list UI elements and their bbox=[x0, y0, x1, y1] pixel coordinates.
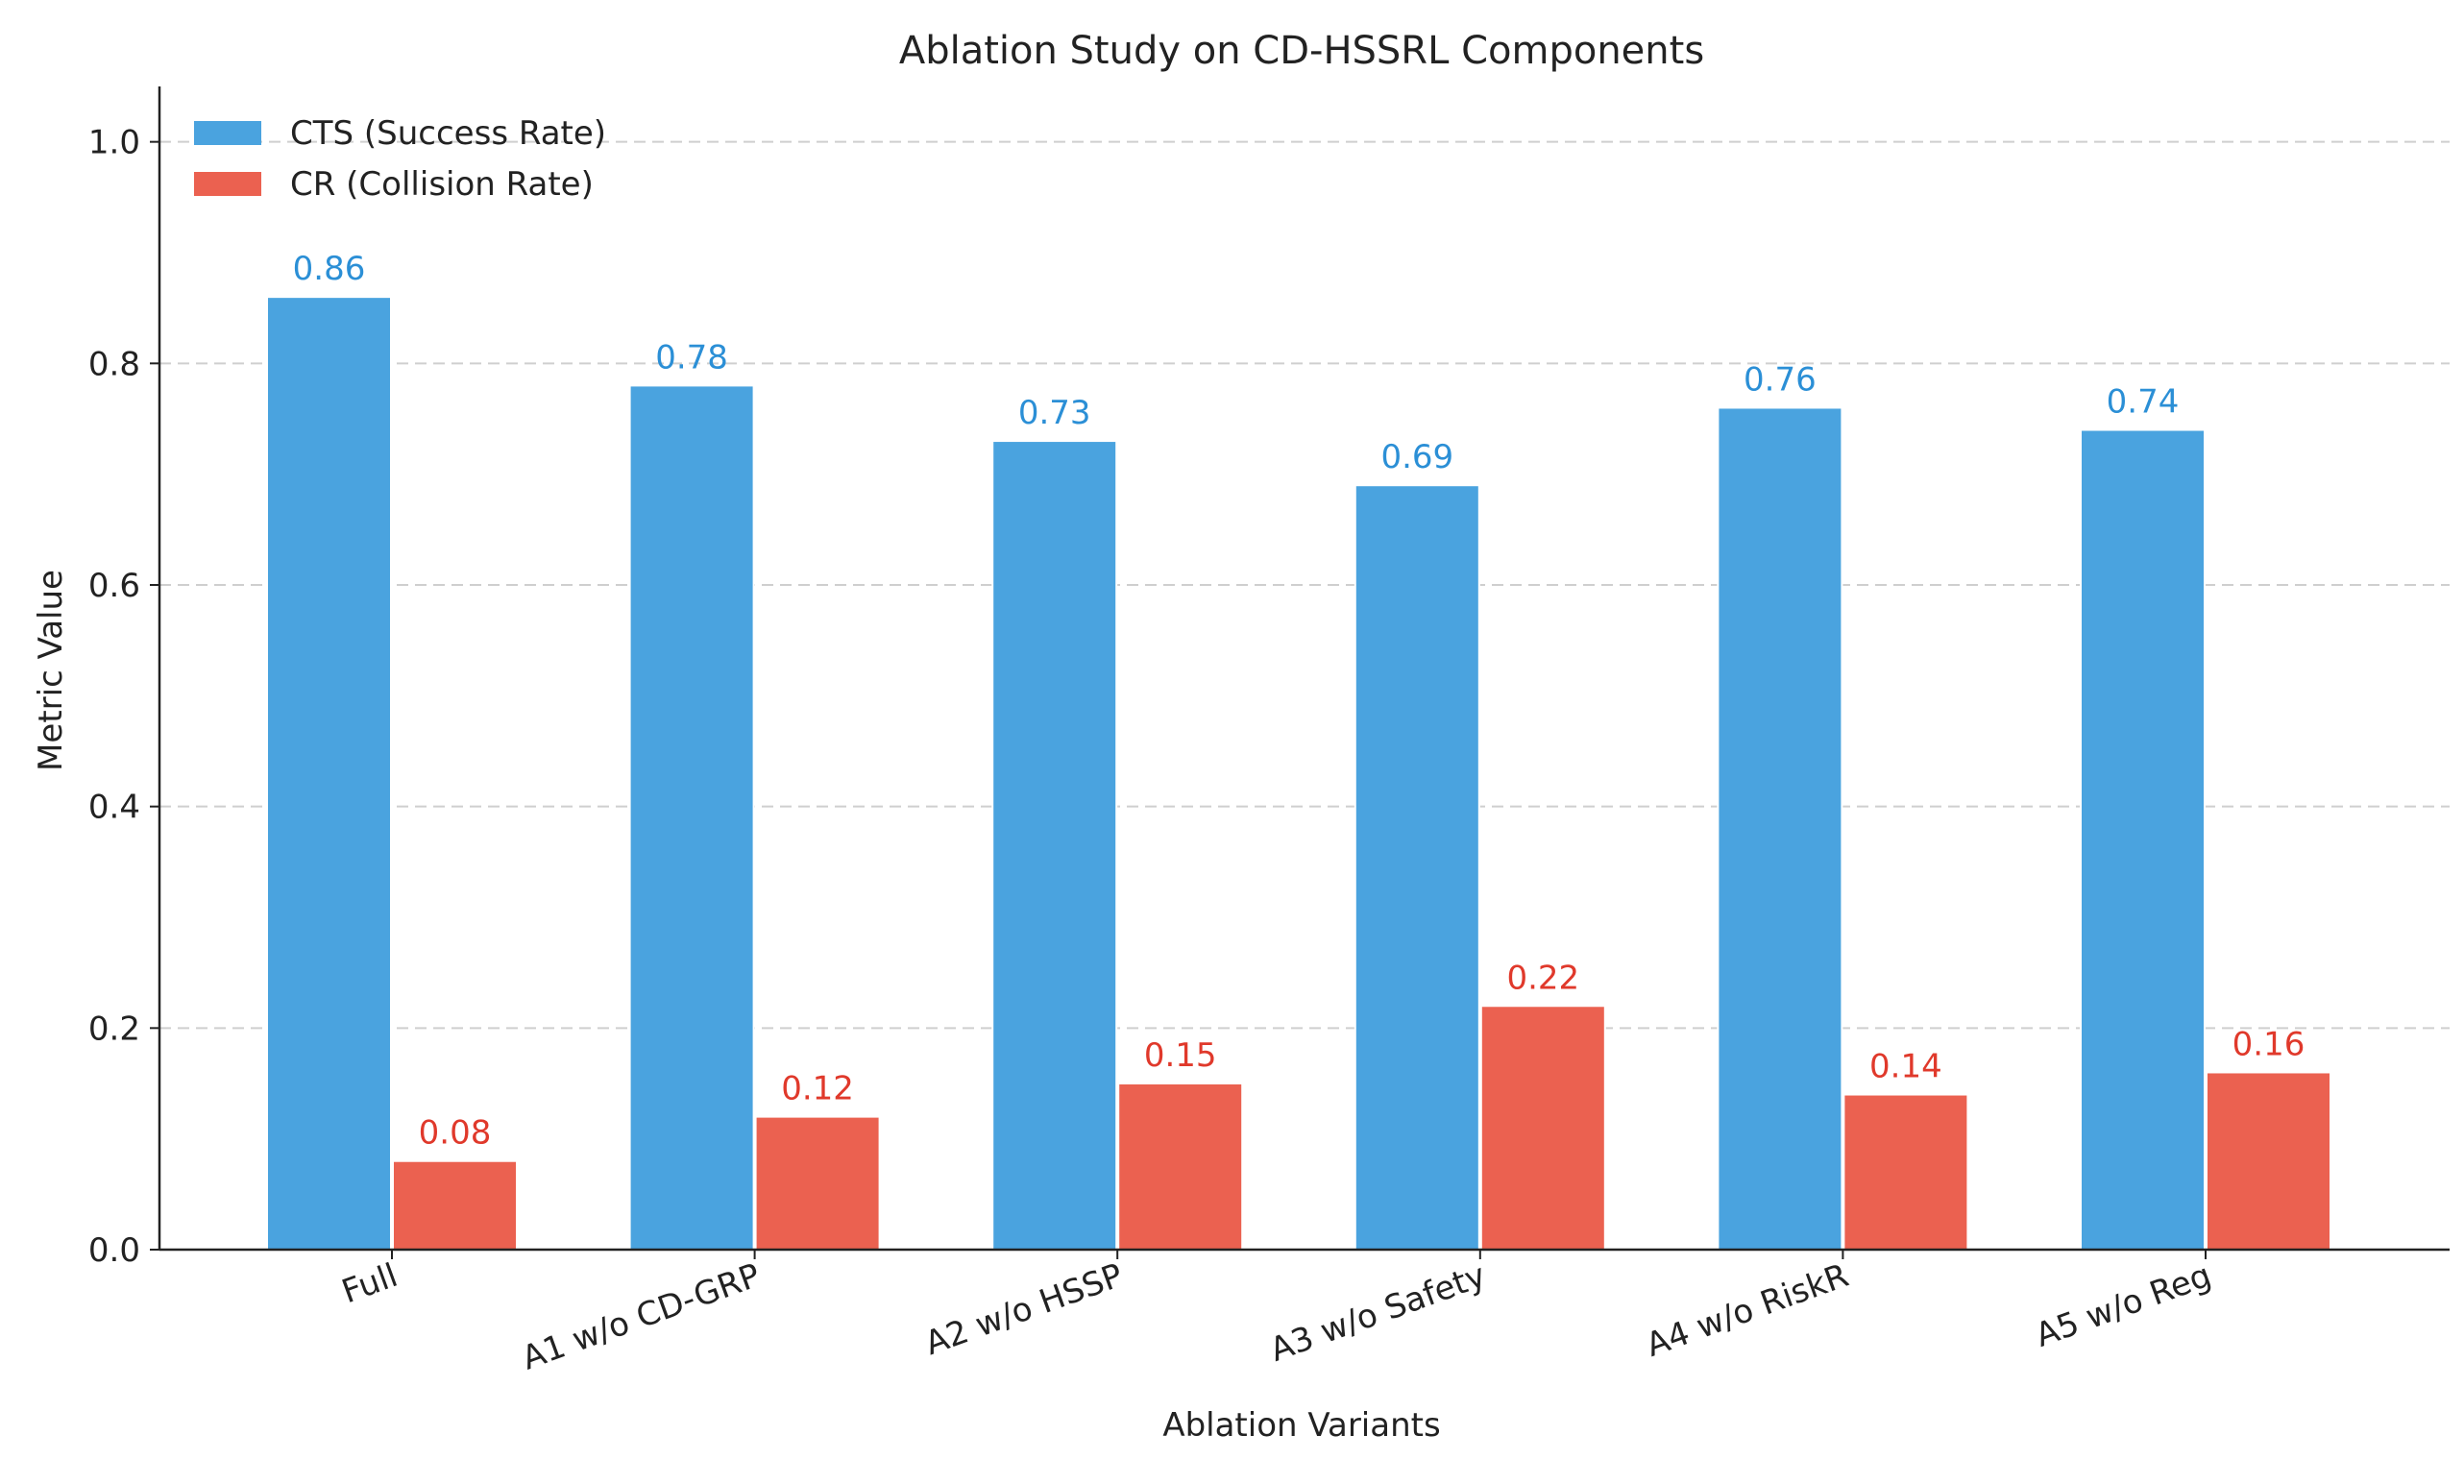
legend-label: CTS (Success Rate) bbox=[290, 114, 606, 153]
chart-title: Ablation Study on CD-HSSRL Components bbox=[899, 29, 1704, 73]
bar-cts bbox=[1354, 484, 1480, 1251]
legend-swatch bbox=[194, 121, 261, 145]
x-axis-title: Ablation Variants bbox=[1162, 1406, 1440, 1445]
bar-cr bbox=[1117, 1083, 1244, 1251]
y-tick-label: 0.8 bbox=[88, 345, 140, 383]
bar-cr bbox=[392, 1159, 518, 1251]
y-tick-label: 0.6 bbox=[88, 567, 140, 605]
y-tick-label: 0.4 bbox=[88, 789, 140, 827]
legend-label: CR (Collision Rate) bbox=[290, 165, 594, 204]
bar-cr bbox=[2206, 1071, 2331, 1252]
data-label-cr: 0.16 bbox=[2232, 1025, 2305, 1063]
data-label-cr: 0.08 bbox=[419, 1114, 492, 1153]
data-label-cts: 0.74 bbox=[2107, 383, 2180, 422]
data-label-cr: 0.14 bbox=[1869, 1048, 1942, 1086]
x-tick-label: Full bbox=[337, 1256, 403, 1311]
bar-cts bbox=[991, 440, 1118, 1252]
data-label-cts: 0.76 bbox=[1744, 360, 1817, 399]
bars bbox=[266, 296, 2331, 1252]
bar-cr bbox=[1479, 1005, 1606, 1252]
x-tick-label: A1 w/o CD-GRP bbox=[517, 1256, 765, 1378]
y-tick-label: 0.2 bbox=[88, 1010, 140, 1048]
data-label-cts: 0.69 bbox=[1380, 438, 1453, 476]
y-tick-label: 0.0 bbox=[88, 1231, 140, 1270]
bar-cts bbox=[628, 384, 755, 1251]
data-label-cr: 0.12 bbox=[781, 1070, 854, 1108]
bar-cts bbox=[266, 296, 392, 1251]
bar-cts bbox=[2080, 428, 2206, 1251]
data-label-cts: 0.73 bbox=[1018, 394, 1091, 432]
data-label-cr: 0.15 bbox=[1144, 1036, 1217, 1075]
bar-cr bbox=[1842, 1093, 1969, 1251]
legend: CTS (Success Rate) CR (Collision Rate) bbox=[194, 114, 606, 204]
y-axis-title: Metric Value bbox=[32, 570, 70, 771]
y-tick-label: 1.0 bbox=[88, 124, 140, 162]
x-tick-label: A2 w/o HSSP bbox=[920, 1256, 1128, 1363]
x-tick-label: A3 w/o Safety bbox=[1265, 1256, 1491, 1370]
bar-cr bbox=[754, 1115, 881, 1251]
data-label-cts: 0.78 bbox=[655, 338, 728, 377]
legend-swatch bbox=[194, 172, 261, 196]
data-labels: 0.86 0.08 0.78 0.12 0.73 0.15 0.69 0.22 0.76 0.14… bbox=[293, 250, 2305, 1153]
data-label-cts: 0.86 bbox=[293, 250, 366, 288]
x-tick-label: A5 w/o Reg bbox=[2031, 1256, 2216, 1355]
grid-lines bbox=[159, 140, 2450, 1030]
bar-cts bbox=[1717, 406, 1843, 1251]
data-label-cr: 0.22 bbox=[1506, 959, 1579, 997]
x-tick-label: A4 w/o RiskR bbox=[1641, 1256, 1853, 1365]
